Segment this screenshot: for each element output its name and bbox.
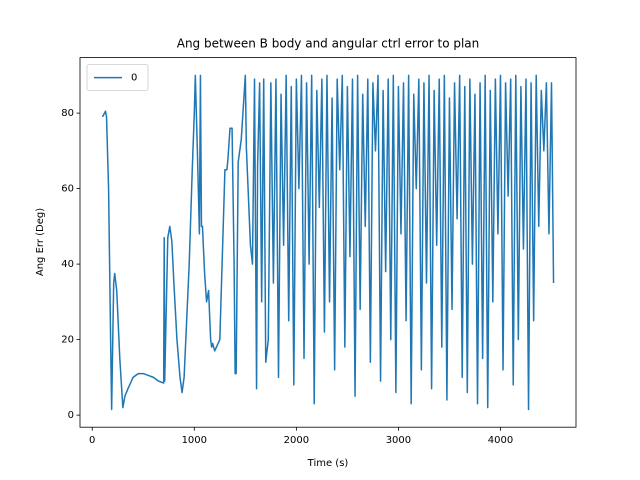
x-tick-label: 2000	[284, 435, 309, 446]
x-tick-label: 3000	[386, 435, 411, 446]
x-axis-label: Time (s)	[307, 458, 349, 469]
y-tick-label: 60	[61, 184, 74, 195]
y-axis-label: Ang Err (Deg)	[35, 208, 46, 276]
x-tick-label: 1000	[182, 435, 207, 446]
y-tick-label: 40	[61, 259, 74, 270]
chart-title: Ang between B body and angular ctrl erro…	[177, 37, 480, 51]
x-tick-label: 0	[89, 435, 95, 446]
x-tick-label: 4000	[488, 435, 513, 446]
axes-frame	[79, 57, 577, 428]
data-line	[101, 74, 555, 411]
legend-label: 0	[131, 73, 137, 84]
y-tick-label: 0	[68, 410, 74, 421]
y-tick-label: 80	[61, 108, 74, 119]
y-tick-label: 20	[61, 335, 74, 346]
